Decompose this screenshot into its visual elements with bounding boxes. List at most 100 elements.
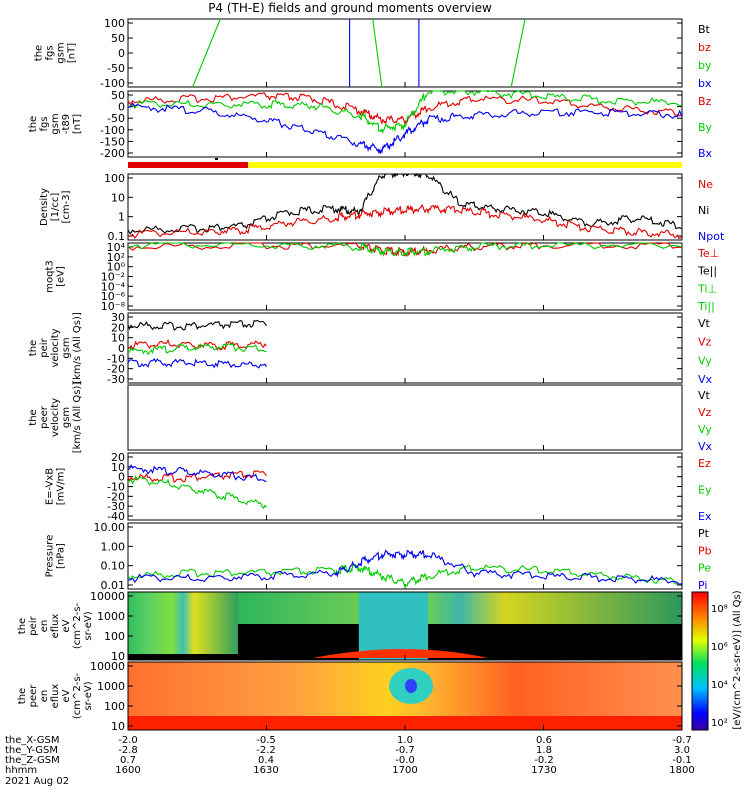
y-axis-label: velocity	[50, 328, 61, 367]
y-axis-label: eflux	[50, 684, 61, 709]
y-tick-label: 10000	[90, 660, 125, 673]
y-tick-label: 0	[118, 342, 125, 355]
y-axis-label: [nT]	[67, 43, 78, 63]
y-tick-label: 10000	[90, 590, 125, 603]
y-axis-label: [cm-3]	[61, 190, 72, 223]
x-tick-label: -0.7	[672, 735, 692, 746]
y-tick-label: 100	[104, 700, 125, 713]
y-tick-label: 50	[111, 89, 125, 102]
x-tick-label: -2.0	[118, 735, 138, 746]
legend-Bz: Bz	[698, 95, 712, 108]
y-tick-label: 20	[111, 321, 125, 334]
legend-Ne: Ne	[698, 178, 713, 191]
legend-Ti⊥: Ti⊥	[697, 282, 717, 295]
x-tick-label: -0.7	[395, 745, 415, 756]
legend-Vy: Vy	[698, 423, 712, 436]
series-ey-line	[127, 474, 267, 510]
y-axis-label: gsm	[61, 407, 72, 428]
panel-frame	[127, 384, 683, 451]
colorbar-tick-label: 10²	[711, 718, 728, 729]
y-tick-label: 0	[118, 101, 125, 114]
panel-frame	[127, 452, 683, 521]
y-axis-label: [1/cc]	[50, 193, 61, 222]
legend-Pb: Pb	[698, 544, 712, 557]
series-by-line	[192, 18, 221, 88]
colorbar	[691, 591, 709, 731]
panel-peer_velocity: the peer velocity gsm [km/s (All Qs)] Vt Vz Vy V…	[28, 382, 713, 454]
y-axis-label: Density	[39, 188, 50, 226]
x-row-label: the_Y-GSM	[5, 745, 58, 756]
series-ex-line	[127, 463, 267, 482]
y-tick-label: 10⁻⁴	[101, 280, 126, 293]
legend-Ex: Ex	[698, 510, 712, 523]
y-axis-label: peir	[39, 337, 50, 357]
y-tick-label: 100	[104, 17, 125, 30]
y-axis-label: [km/s (All Qs)]	[72, 312, 83, 384]
series-te-line	[127, 242, 683, 258]
y-tick-label: 1	[118, 211, 125, 224]
legend-Te⊥: Te⊥	[697, 247, 719, 260]
legend-Vz: Vz	[698, 336, 712, 349]
x-tick-label: 1600	[115, 765, 140, 776]
peir-eflux-high-band	[238, 592, 682, 624]
y-axis-label: eflux	[50, 614, 61, 639]
y-tick-label: -50	[107, 112, 125, 125]
legend-bx: bx	[698, 77, 712, 90]
y-tick-label: 10⁻⁸	[101, 300, 126, 313]
orbit-bar-red	[128, 162, 248, 168]
y-tick-label: 0	[118, 471, 125, 484]
y-axis-label: the	[28, 409, 39, 425]
y-axis-label: the	[28, 116, 39, 132]
x-tick-label: -2.8	[118, 745, 138, 756]
series-ti-line	[127, 242, 683, 258]
x-row-label: the_X-GSM	[5, 735, 59, 746]
y-axis-label: eV	[61, 619, 72, 632]
legend-Vy: Vy	[698, 354, 712, 367]
y-axis-label: the	[34, 45, 45, 61]
y-axis-label: fgs	[45, 45, 56, 60]
series-vy-line	[128, 342, 267, 356]
y-tick-label: -30	[107, 373, 125, 386]
y-axis-label: peer	[39, 405, 50, 429]
y-tick-label: -100	[100, 124, 125, 137]
y-tick-label: 10⁻²	[101, 271, 125, 284]
y-tick-label: 1000	[97, 610, 125, 623]
x-tick-label: 1700	[392, 765, 417, 776]
legend-Te||: Te||	[697, 265, 717, 278]
x-tick-label: -0.5	[256, 735, 276, 746]
series-vt-line	[127, 319, 267, 332]
panel-frame	[127, 18, 683, 88]
orbit-bar-marker	[215, 158, 218, 160]
y-tick-label: 30	[111, 311, 125, 324]
x-tick-label: 3.0	[674, 745, 690, 756]
y-tick-label: 10	[111, 461, 125, 474]
y-axis-label: en	[39, 690, 50, 703]
y-axis-label: [eV]	[56, 266, 67, 287]
y-tick-label: -200	[100, 147, 125, 160]
y-axis-label: peir	[28, 615, 39, 635]
panel-density: 100 10 1 0.1 Density [1/cc] [cm-3] Ne Ni Npot	[39, 172, 725, 243]
y-tick-label: 50	[111, 32, 125, 45]
legend-Vx: Vx	[698, 373, 713, 386]
panel-fgs_gsm_t89: 500-50-100-150-200 the fgs gsm -t89 [nT] Bz By B…	[28, 89, 713, 160]
series-pi-line	[127, 549, 683, 586]
y-tick-label: 10	[111, 720, 125, 733]
y-axis-label: gsm	[50, 113, 61, 134]
series-pe-line	[127, 563, 683, 590]
y-tick-label: 0.01	[101, 579, 126, 592]
legend-bz: bz	[698, 41, 711, 54]
series-by-line	[510, 18, 526, 88]
legend-Ey: Ey	[698, 484, 712, 497]
y-axis-label: sr-eV)	[83, 681, 94, 710]
y-axis-label: [nPa]	[56, 543, 67, 569]
plot-title: P4 (TH-E) fields and ground moments over…	[208, 1, 492, 15]
x-tick-label: 1800	[669, 765, 694, 776]
legend-by: by	[698, 59, 712, 72]
x-tick-label: 1.0	[397, 735, 413, 746]
y-axis-label: en	[39, 620, 50, 633]
y-tick-label: 100	[104, 172, 125, 185]
